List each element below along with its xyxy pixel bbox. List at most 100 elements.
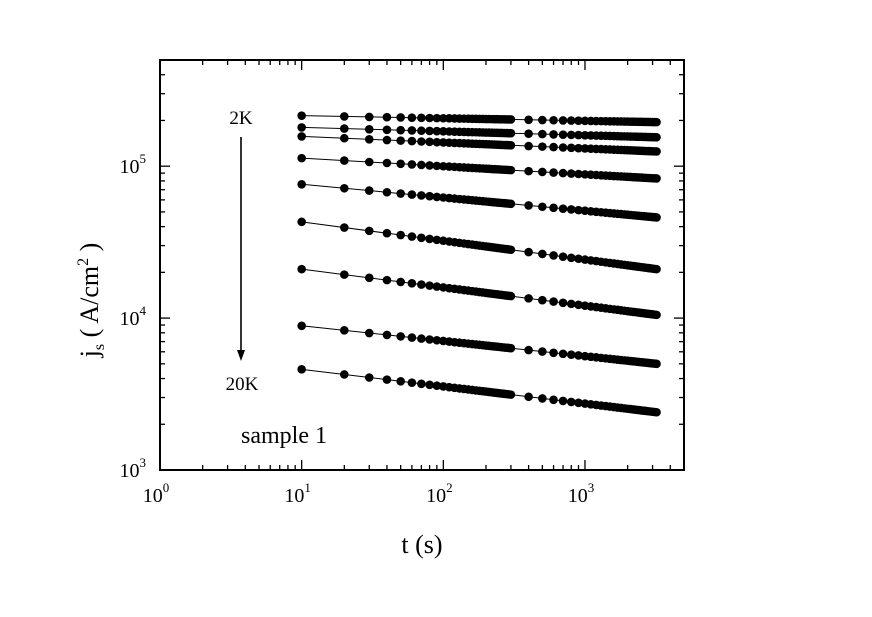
data-point — [652, 310, 661, 320]
data-point — [432, 113, 442, 123]
x-tick-exp: 1 — [304, 480, 311, 495]
data-series — [297, 111, 661, 417]
data-point — [549, 203, 558, 213]
data-point — [574, 254, 583, 264]
data-point — [566, 169, 576, 178]
x-tick-label: 100 — [143, 480, 170, 507]
data-point — [524, 115, 533, 125]
data-point — [432, 126, 442, 136]
data-point — [382, 125, 392, 135]
data-point — [297, 217, 306, 227]
data-point — [407, 279, 417, 288]
y-tick-base: 10 — [120, 460, 140, 482]
x-tick-label: 102 — [426, 480, 453, 507]
data-point — [382, 112, 392, 122]
data-point — [396, 376, 405, 386]
x-tick-base: 10 — [143, 485, 163, 507]
y-tick-label: 103 — [120, 455, 147, 482]
data-point — [566, 350, 576, 359]
data-point — [549, 115, 558, 125]
data-point — [524, 166, 533, 176]
x-tick-exp: 0 — [163, 480, 170, 495]
data-point — [407, 232, 417, 241]
x-tick-labels: 100 101 102 103 — [143, 480, 594, 507]
data-point — [432, 235, 442, 245]
y-axis-label-subscript: s — [91, 344, 108, 350]
data-point — [297, 321, 306, 331]
data-point — [340, 183, 349, 193]
y-tick-exp: 3 — [140, 455, 147, 470]
data-point — [417, 379, 426, 389]
data-point — [538, 167, 547, 177]
data-point — [538, 394, 547, 403]
axis-ticks — [159, 59, 685, 471]
data-point — [432, 161, 442, 171]
data-point — [558, 298, 568, 308]
data-point — [566, 397, 576, 407]
data-point — [417, 191, 426, 200]
data-point — [382, 187, 392, 197]
sample-label: sample 1 — [241, 423, 327, 449]
data-point — [364, 186, 374, 195]
data-point — [506, 115, 516, 124]
data-point — [574, 169, 583, 179]
y-tick-base: 10 — [120, 156, 140, 178]
data-point — [506, 390, 516, 399]
data-point — [558, 116, 568, 125]
data-point — [558, 168, 568, 178]
data-point — [396, 136, 405, 145]
data-point — [566, 143, 576, 153]
data-point — [425, 335, 434, 344]
data-point — [652, 407, 661, 417]
y-tick-exp: 5 — [140, 151, 147, 166]
data-point — [652, 147, 661, 156]
x-tick-label: 103 — [568, 480, 595, 507]
data-point — [297, 264, 306, 274]
data-point — [407, 136, 417, 146]
data-point — [524, 392, 533, 402]
data-point — [364, 112, 374, 122]
data-point — [297, 153, 306, 163]
data-point — [382, 375, 392, 384]
data-point — [506, 291, 516, 301]
data-point — [538, 295, 547, 305]
data-point — [425, 234, 434, 244]
data-point — [297, 132, 306, 141]
data-point — [417, 233, 426, 243]
data-point — [382, 158, 392, 168]
data-point — [432, 192, 442, 202]
data-point — [558, 349, 568, 359]
data-point — [506, 140, 516, 150]
data-point — [549, 142, 558, 152]
data-point — [538, 249, 547, 259]
data-point — [340, 133, 349, 143]
data-point — [425, 137, 434, 147]
y-axis-label: js ( A/cm2 ) — [75, 243, 108, 359]
data-point — [558, 204, 568, 213]
data-point — [396, 230, 405, 240]
data-point — [396, 189, 405, 198]
data-point — [566, 116, 576, 125]
data-point — [417, 137, 426, 146]
data-point — [549, 130, 558, 139]
data-point — [506, 165, 516, 175]
data-point — [538, 129, 547, 139]
data-point — [396, 277, 405, 287]
data-point — [506, 128, 516, 138]
x-tick-base: 10 — [426, 485, 446, 507]
y-tick-exp: 4 — [140, 303, 147, 318]
data-point — [549, 395, 558, 405]
data-point — [396, 332, 405, 341]
data-point — [432, 335, 442, 345]
data-point — [506, 199, 516, 209]
data-point — [549, 348, 558, 358]
data-point — [407, 378, 417, 387]
data-point — [652, 174, 661, 183]
data-point — [574, 143, 583, 153]
data-point — [566, 253, 576, 263]
data-point — [524, 294, 533, 303]
data-point — [417, 280, 426, 289]
x-tick-exp: 2 — [446, 480, 453, 495]
